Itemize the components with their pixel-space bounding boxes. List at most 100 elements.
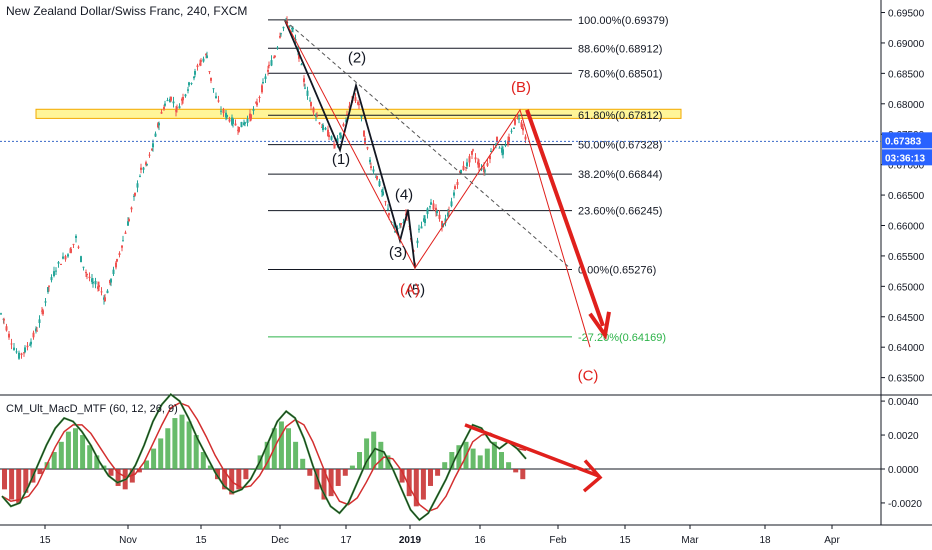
candle-body xyxy=(88,276,91,278)
histogram-bar xyxy=(243,468,249,480)
candle-body xyxy=(518,118,520,120)
candle-body xyxy=(48,285,50,287)
candle-body xyxy=(513,127,515,129)
histogram-bar xyxy=(513,468,519,473)
candle-body xyxy=(478,162,480,168)
candle-body xyxy=(10,343,13,345)
candle-body xyxy=(490,150,492,152)
candle-body xyxy=(30,341,32,345)
histogram-bar xyxy=(477,455,483,469)
candle-body xyxy=(140,167,142,170)
ind-y-tick-label: -0.0020 xyxy=(888,499,922,510)
price-tag: 0.67383 xyxy=(885,136,922,147)
histogram-bar xyxy=(80,435,86,469)
candle-body xyxy=(163,107,165,110)
x-tick-label: 15 xyxy=(195,535,207,546)
candle-body xyxy=(468,156,471,163)
histogram-bar xyxy=(250,468,256,470)
candle-body xyxy=(507,141,509,145)
candle-body xyxy=(23,352,25,354)
candle-body xyxy=(212,88,215,90)
histogram-bar xyxy=(151,448,157,469)
candle-body xyxy=(226,115,228,118)
histogram-bar xyxy=(293,441,299,469)
candle-body xyxy=(121,245,123,248)
candle-body xyxy=(139,175,141,177)
candle-body xyxy=(456,181,459,185)
candle-body xyxy=(285,19,287,21)
candle-body xyxy=(480,168,483,170)
candle-body xyxy=(250,114,252,120)
candle-body xyxy=(252,109,255,111)
candle-body xyxy=(47,287,49,293)
candle-body xyxy=(340,135,342,138)
candle-body xyxy=(324,127,327,130)
candle-body xyxy=(234,123,237,126)
x-tick-label: 2019 xyxy=(399,535,422,546)
candle-body xyxy=(309,100,311,102)
candle-body xyxy=(85,272,87,274)
candle-body xyxy=(133,195,135,197)
candle-body xyxy=(44,301,47,303)
y-tick-label: 0.66000 xyxy=(888,221,925,232)
candle-body xyxy=(267,69,269,72)
x-tick-label: Apr xyxy=(824,535,840,546)
candle-body xyxy=(454,186,456,190)
histogram-bar xyxy=(37,468,43,475)
histogram-bar xyxy=(9,468,15,500)
candle-body xyxy=(387,208,389,210)
candle-body xyxy=(29,344,31,346)
ind-y-tick-label: 0.0040 xyxy=(888,397,919,408)
x-tick-label: 15 xyxy=(39,535,51,546)
histogram-bar xyxy=(94,455,100,469)
candle-body xyxy=(432,203,435,210)
projection-arrow-shaft xyxy=(525,109,605,327)
candle-body xyxy=(261,85,263,93)
candle-body xyxy=(182,97,184,101)
candle-body xyxy=(15,351,18,353)
candle-body xyxy=(94,280,97,285)
histogram-bar xyxy=(406,468,412,497)
candle-body xyxy=(369,159,371,163)
candle-body xyxy=(402,222,405,224)
candle-body xyxy=(318,122,321,124)
histogram-bar xyxy=(172,418,178,469)
histogram-bar xyxy=(51,452,57,469)
histogram-bar xyxy=(491,441,497,469)
candle-body xyxy=(228,119,231,122)
candle-body xyxy=(438,214,441,219)
candle-body xyxy=(127,221,129,226)
candle-body xyxy=(496,136,498,142)
candle-body xyxy=(516,116,519,118)
histogram-bar xyxy=(428,468,433,486)
candle-body xyxy=(151,148,153,151)
histogram-bar xyxy=(215,468,220,480)
candle-body xyxy=(146,164,148,166)
histogram-bar xyxy=(442,462,448,469)
histogram-bar xyxy=(108,468,114,476)
fib-level-label: 23.60%(0.66245) xyxy=(578,206,662,218)
candle-body xyxy=(312,107,315,113)
candle-body xyxy=(38,319,41,324)
histogram-bar xyxy=(23,468,29,493)
y-tick-label: 0.65000 xyxy=(888,282,925,293)
candle-body xyxy=(244,122,246,124)
candle-body xyxy=(279,35,281,38)
candle-body xyxy=(53,271,55,277)
candle-body xyxy=(215,96,217,99)
candle-body xyxy=(72,243,75,245)
ind-y-tick-label: 0.0020 xyxy=(888,431,919,442)
candle-body xyxy=(489,155,491,160)
candle-body xyxy=(483,166,485,172)
wave-label: (C) xyxy=(578,367,599,384)
candle-body xyxy=(429,206,431,208)
histogram-bar xyxy=(286,428,291,469)
candle-body xyxy=(310,102,312,107)
resistance-zone xyxy=(35,108,682,119)
candle-body xyxy=(418,228,420,230)
candle-body xyxy=(370,166,372,168)
candle-body xyxy=(190,83,193,85)
fib-level-label: 38.20%(0.66844) xyxy=(578,169,662,181)
candle-body xyxy=(206,55,208,59)
histogram-bar xyxy=(65,431,71,469)
